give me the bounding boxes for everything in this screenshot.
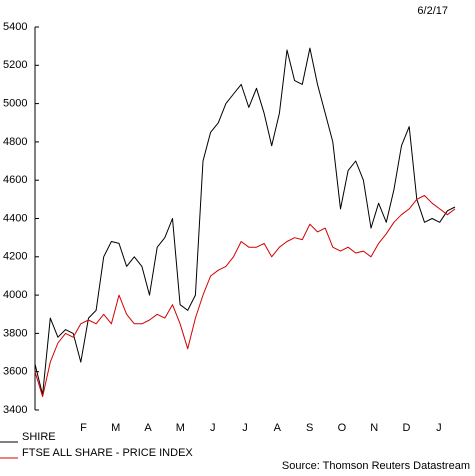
y-tick-label: 5200 [3, 59, 27, 71]
legend-label: FTSE ALL SHARE - PRICE INDEX [22, 447, 193, 459]
y-tick-label: 4800 [3, 136, 27, 148]
y-tick-label: 3800 [3, 327, 27, 339]
x-tick-label: S [306, 422, 313, 434]
x-tick-label: O [338, 422, 347, 434]
y-tick-label: 5400 [3, 21, 27, 33]
y-tick-label: 4400 [3, 212, 27, 224]
source-note: Source: Thomson Reuters Datastream [282, 460, 470, 472]
x-tick-label: J [242, 422, 248, 434]
y-tick-label: 4200 [3, 251, 27, 263]
y-tick-label: 4600 [3, 174, 27, 186]
x-tick-label: M [176, 422, 185, 434]
y-tick-label: 3400 [3, 404, 27, 416]
series-line [34, 195, 456, 398]
x-tick-label: D [403, 422, 411, 434]
x-tick-label: A [144, 422, 152, 434]
x-tick-label: M [111, 422, 120, 434]
series-line [34, 47, 456, 396]
legend-label: SHIRE [22, 431, 56, 443]
y-tick-label: 4000 [3, 289, 27, 301]
chart-date: 6/2/17 [417, 5, 448, 17]
x-tick-label: N [370, 422, 378, 434]
x-tick-label: J [210, 422, 216, 434]
x-tick-label: A [274, 422, 282, 434]
x-tick-label: F [80, 422, 87, 434]
x-tick-label: J [436, 422, 442, 434]
y-tick-label: 5000 [3, 98, 27, 110]
y-tick-label: 3600 [3, 366, 27, 378]
